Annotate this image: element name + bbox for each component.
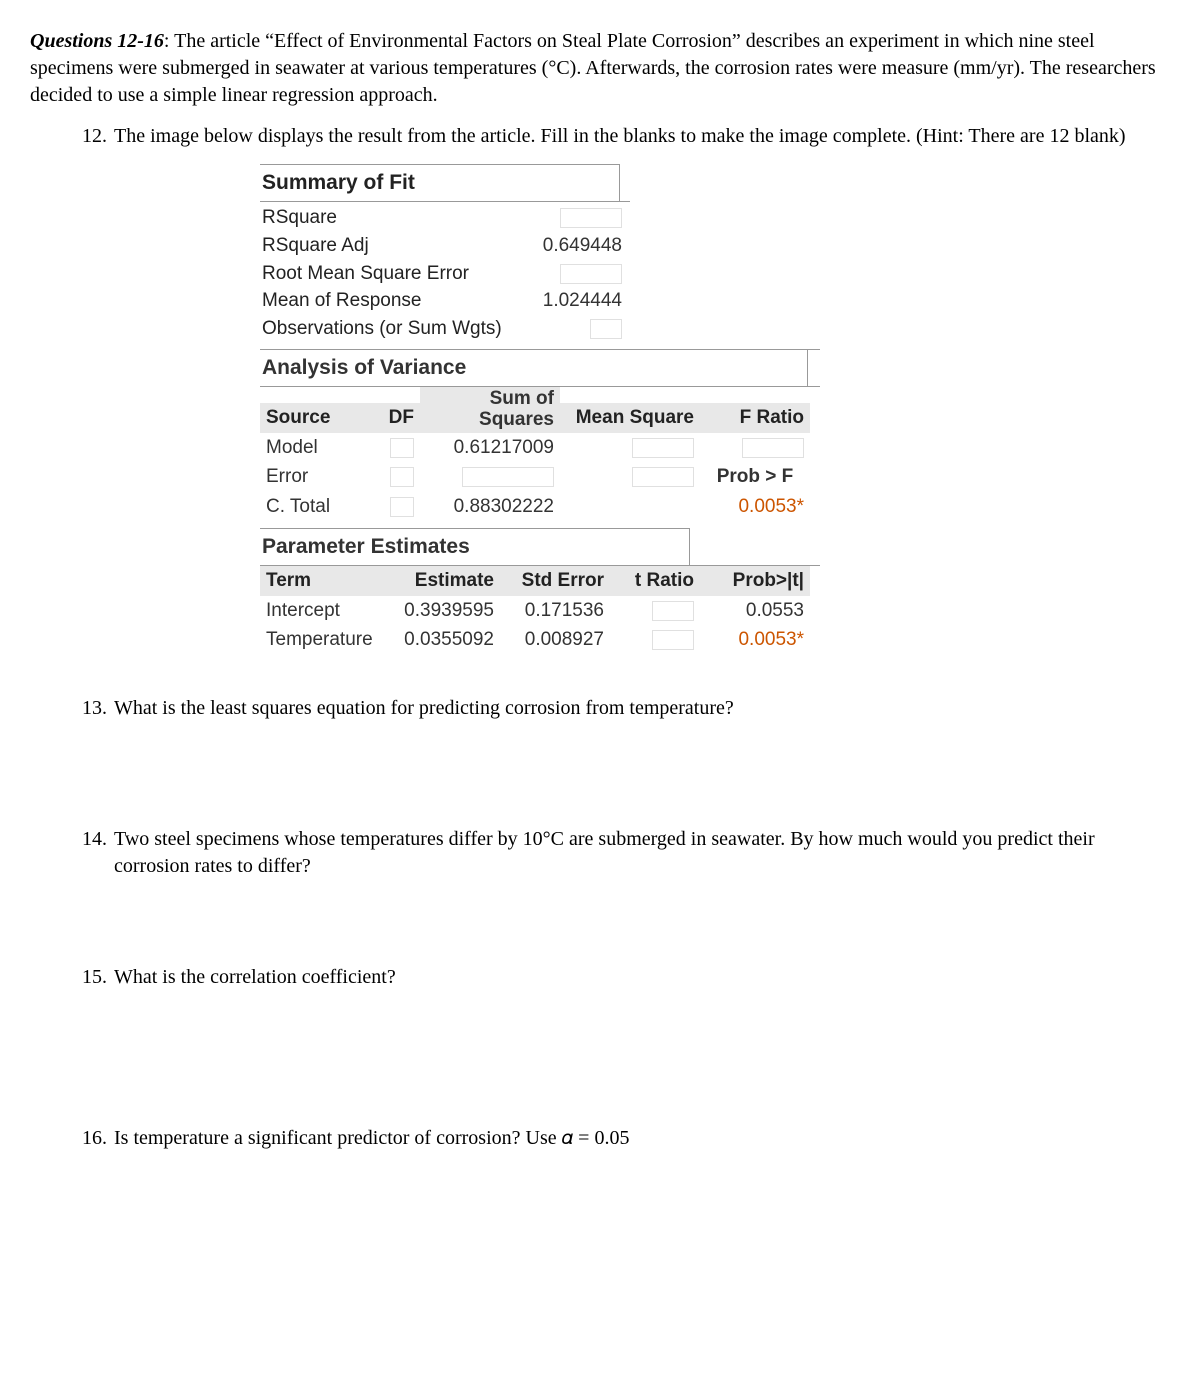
sof-row-obs: Observations (or Sum Wgts) bbox=[260, 315, 630, 343]
pe-temp-tr bbox=[610, 625, 700, 655]
q15-text: What is the correlation coefficient? bbox=[114, 964, 1170, 991]
aov-error-ss bbox=[420, 462, 560, 492]
pe-temp-term: Temperature bbox=[260, 625, 390, 655]
pe-intercept-est: 0.3939595 bbox=[390, 596, 500, 626]
aov-ctotal-df bbox=[360, 492, 420, 522]
aov-model-ms bbox=[560, 433, 700, 463]
aov-hdr-ms: Mean Square bbox=[560, 403, 700, 433]
q13-number: 13. bbox=[82, 695, 114, 722]
pe-temp-est: 0.0355092 bbox=[390, 625, 500, 655]
pe-title: Parameter Estimates bbox=[260, 528, 690, 565]
q13-text: What is the least squares equation for p… bbox=[114, 695, 1170, 722]
pe-hdr-pt: Prob>|t| bbox=[700, 566, 810, 596]
jmp-output: Summary of Fit RSquare RSquare Adj 0.649… bbox=[260, 164, 1170, 655]
intro-lead: Questions 12-16 bbox=[30, 30, 164, 52]
pe-intercept-term: Intercept bbox=[260, 596, 390, 626]
question-13: 13. What is the least squares equation f… bbox=[82, 695, 1170, 722]
aov-ctotal-src: C. Total bbox=[260, 492, 360, 522]
aov-hdr-ss-bot: Squares bbox=[479, 409, 554, 430]
aov-model-src: Model bbox=[260, 433, 360, 463]
pe-temp-pt: 0.0053* bbox=[700, 625, 810, 655]
aov-title: Analysis of Variance bbox=[260, 350, 808, 386]
aov-hdr-fr: F Ratio bbox=[700, 403, 810, 433]
pe-temp-se: 0.008927 bbox=[500, 625, 610, 655]
aov-model-df bbox=[360, 433, 420, 463]
pe-intercept-se: 0.171536 bbox=[500, 596, 610, 626]
pe-hdr-tr: t Ratio bbox=[610, 566, 700, 596]
question-16: 16. Is temperature a significant predict… bbox=[82, 1125, 1170, 1152]
aov-model-ss: 0.61217009 bbox=[420, 433, 560, 463]
sof-value: 0.649448 bbox=[532, 233, 622, 259]
summary-of-fit-section: Summary of Fit RSquare RSquare Adj 0.649… bbox=[260, 164, 630, 343]
q12-number: 12. bbox=[82, 123, 114, 150]
q16-number: 16. bbox=[82, 1125, 114, 1152]
q16-text: Is temperature a significant predictor o… bbox=[114, 1125, 1170, 1152]
sof-row-rsqadj: RSquare Adj 0.649448 bbox=[260, 232, 630, 260]
sof-row-rsquare: RSquare bbox=[260, 204, 630, 232]
aov-hdr-ss: Sum of Squares bbox=[420, 387, 560, 433]
q14-text: Two steel specimens whose temperatures d… bbox=[114, 826, 1170, 880]
blank-obs bbox=[590, 319, 622, 339]
q12-text: The image below displays the result from… bbox=[114, 123, 1170, 150]
question-12: 12. The image below displays the result … bbox=[82, 123, 1170, 150]
pe-hdr-se: Std Error bbox=[500, 566, 610, 596]
intro-text: : The article “Effect of Environmental F… bbox=[30, 30, 1156, 106]
question-15: 15. What is the correlation coefficient? bbox=[82, 964, 1170, 991]
aov-hdr-df: DF bbox=[360, 403, 420, 433]
aov-hdr-source: Source bbox=[260, 403, 360, 433]
pe-hdr-term: Term bbox=[260, 566, 390, 596]
sof-row-mean: Mean of Response 1.024444 bbox=[260, 287, 630, 315]
sof-label: RSquare bbox=[262, 205, 337, 231]
sof-label: Observations (or Sum Wgts) bbox=[262, 316, 502, 342]
sof-label: Root Mean Square Error bbox=[262, 261, 469, 287]
sof-label: Mean of Response bbox=[262, 288, 422, 314]
aov-ctotal-ss: 0.88302222 bbox=[420, 492, 560, 522]
q14-number: 14. bbox=[82, 826, 114, 880]
sof-title: Summary of Fit bbox=[260, 164, 620, 201]
aov-error-df bbox=[360, 462, 420, 492]
aov-probf-label: Prob > F bbox=[700, 462, 810, 492]
blank-rsquare bbox=[560, 208, 622, 228]
sof-value: 1.024444 bbox=[532, 288, 622, 314]
aov-ctotal-ms bbox=[560, 492, 700, 522]
aov-error-ms bbox=[560, 462, 700, 492]
aov-model-fr bbox=[700, 433, 810, 463]
pe-intercept-pt: 0.0553 bbox=[700, 596, 810, 626]
sof-row-rmse: Root Mean Square Error bbox=[260, 260, 630, 288]
aov-probf-value: 0.0053* bbox=[700, 492, 810, 522]
anova-section: Analysis of Variance Source DF Sum of Sq… bbox=[260, 349, 820, 522]
blank-rmse bbox=[560, 264, 622, 284]
pe-hdr-est: Estimate bbox=[390, 566, 500, 596]
intro-paragraph: Questions 12-16: The article “Effect of … bbox=[30, 28, 1170, 109]
aov-hdr-ss-top: Sum of bbox=[490, 388, 554, 409]
question-14: 14. Two steel specimens whose temperatur… bbox=[82, 826, 1170, 880]
q15-number: 15. bbox=[82, 964, 114, 991]
param-estimates-section: Parameter Estimates Term Estimate Std Er… bbox=[260, 528, 820, 655]
pe-intercept-tr bbox=[610, 596, 700, 626]
aov-error-src: Error bbox=[260, 462, 360, 492]
sof-label: RSquare Adj bbox=[262, 233, 369, 259]
